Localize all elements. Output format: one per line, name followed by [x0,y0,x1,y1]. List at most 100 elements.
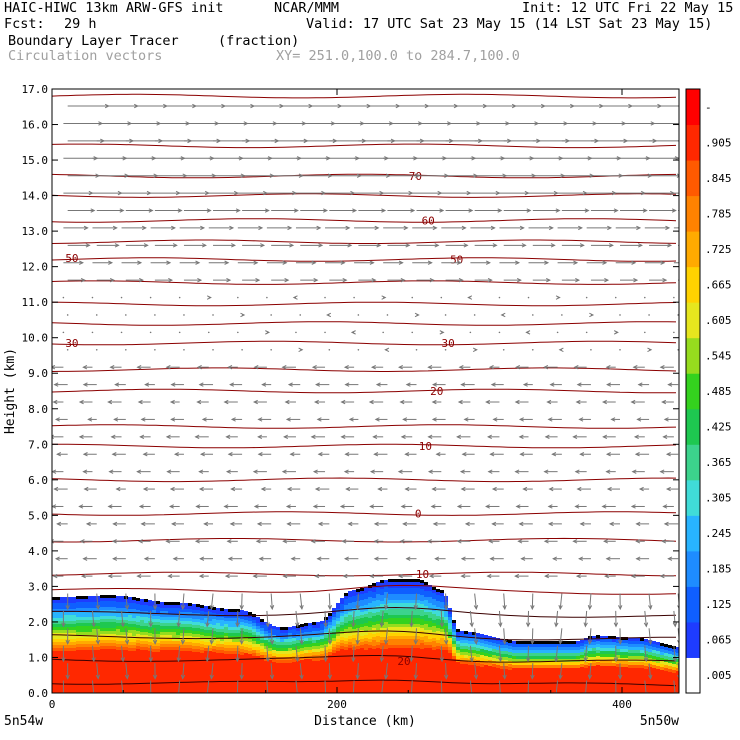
vector-arrow [177,610,181,627]
vector-arrowhead [543,539,549,544]
vector-arrowhead [253,504,259,509]
vector-arrowhead [52,539,54,544]
vector-arrowhead [239,639,244,645]
vector-arrowhead [257,417,263,422]
vector-arrow [648,663,652,679]
vector-arrow [644,610,647,627]
vector-arrowhead [317,452,323,457]
vector-arrowhead [227,452,233,457]
vector-arrowhead [576,486,582,492]
vector-arrowhead [355,674,360,680]
vector-arrow [589,593,592,609]
colorbar-label: .605 [705,314,732,327]
vector-dot [178,331,181,334]
vector-dot [590,348,592,351]
vector-arrowhead [514,469,520,474]
vector-arrow [96,663,99,679]
vector-dot [644,296,646,299]
contour-label: 70 [409,170,422,183]
vector-arrowhead [672,622,678,628]
vector-arrowhead [583,622,588,628]
vector-arrowhead [115,486,121,492]
colorbar-label: .185 [705,563,732,576]
vector-arrowhead [544,434,550,440]
vector-dot [324,331,326,334]
vector-arrowhead [502,639,507,645]
vector-arrowhead [65,674,70,680]
vector-arrowhead [327,674,333,680]
vector-arrowhead [633,434,639,440]
vector-arrowhead [109,277,115,283]
vector-arrow [559,593,563,609]
contour-line [52,606,677,618]
vector-dot [125,348,127,351]
vector-arrowhead [458,365,464,370]
vector-arrowhead [676,173,679,178]
x-axis-label: Distance (km) [314,714,416,729]
vector-arrowhead [443,639,449,645]
vector-arrow [415,663,418,679]
vector-arrowhead [491,521,497,527]
vector-arrowhead [283,434,289,440]
vector-arrow [440,610,443,627]
vector-arrowhead [111,539,117,544]
vector-arrowhead [671,208,677,213]
vector-arrow [555,610,559,627]
vector-arrowhead [355,605,360,611]
vector-arrowhead [487,277,493,283]
vector-arrowhead [171,225,177,231]
vector-arrow [324,645,327,662]
vector-arrowhead [166,260,172,265]
vector-arrowhead [381,295,387,300]
vector-arrowhead [457,399,463,405]
vector-arrowhead [112,521,118,527]
vector-arrowhead [461,225,467,231]
vector-arrow [589,663,592,679]
forecast-hour: 29 h [64,16,97,32]
vector-arrowhead [342,573,348,579]
vector-arrowhead [667,243,673,248]
vector-arrowhead [514,573,520,579]
vector-arrowhead [282,539,288,544]
vector-arrow [469,680,473,693]
vector-arrowhead [633,277,639,283]
vector-arrowhead [618,605,623,611]
vector-dot [237,296,239,299]
vector-arrowhead [143,243,149,248]
vector-arrowhead [351,622,356,628]
colorbar-frame [685,88,701,694]
vector-arrowhead [200,225,206,231]
vector-arrowhead [427,260,433,265]
vector-arrowhead [295,657,300,663]
vector-arrowhead [492,243,498,248]
vector-arrowhead [180,674,186,680]
vector-arrowhead [61,657,66,663]
plot-frame [51,88,680,694]
vector-arrowhead [209,639,214,645]
vector-arrowhead [286,521,292,527]
vector-arrowhead [289,243,295,248]
vector-arrowhead [344,452,350,457]
vector-arrowhead [315,382,320,387]
vector-arrow [644,645,647,662]
vector-dot [95,314,98,316]
vector-arrowhead [554,622,559,628]
vector-arrowhead [491,486,497,492]
vector-arrowhead [558,639,563,645]
contour-line [52,301,677,307]
vector-arrowhead [269,605,275,611]
vector-arrowhead [79,260,84,265]
vector-arrowhead [373,556,379,561]
vector-arrowhead [61,622,66,628]
vector-arrowhead [165,539,171,544]
vector-arrowhead [253,260,259,265]
vector-arrow [498,680,501,693]
vector-arrowhead [258,225,264,231]
vector-arrowhead [229,521,235,527]
vector-arrowhead [603,539,609,544]
colorbar-label: .725 [705,243,732,256]
vector-arrowhead [549,382,555,387]
vector-arrowhead [466,190,472,196]
contour-line [52,443,677,449]
vector-arrowhead [376,243,382,248]
